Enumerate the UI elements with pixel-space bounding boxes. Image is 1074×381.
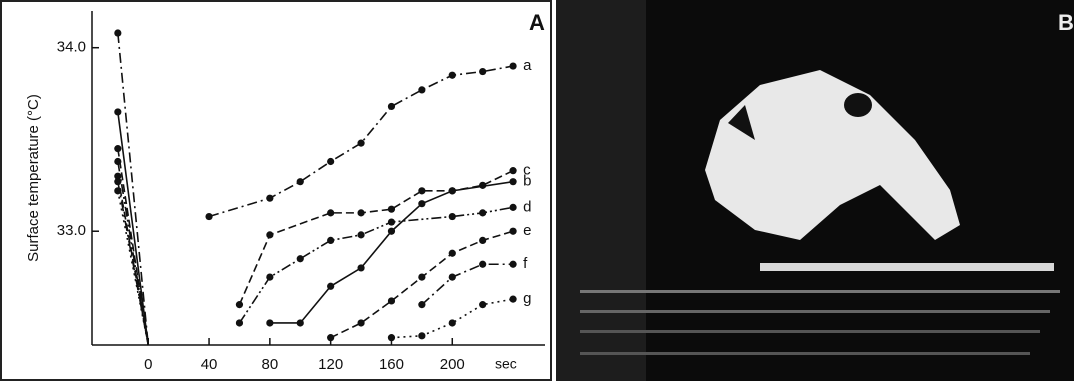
data-point <box>266 195 273 202</box>
panel-label: B <box>1058 10 1074 35</box>
data-point <box>509 296 516 303</box>
data-point <box>509 178 516 185</box>
data-point <box>327 334 334 341</box>
data-point <box>418 332 425 339</box>
y-tick-label: 34.0 <box>57 39 86 56</box>
data-point <box>449 187 456 194</box>
x-tick-label: 0 <box>144 356 152 373</box>
data-point <box>357 231 364 238</box>
data-point <box>327 209 334 216</box>
data-point <box>479 209 486 216</box>
x-tick-label: 40 <box>201 356 218 373</box>
series-label: e <box>523 222 531 239</box>
series-label: a <box>523 57 532 74</box>
bright-streak <box>760 263 1054 271</box>
left-strip <box>556 0 646 381</box>
series-label: d <box>523 198 531 215</box>
data-point <box>266 319 273 326</box>
data-point <box>297 319 304 326</box>
data-point <box>509 261 516 268</box>
data-point <box>357 264 364 271</box>
figure: A B Surface temperature (°C) 33.0 34.0 0 40… <box>0 0 1074 381</box>
data-point <box>388 228 395 235</box>
blob-hole <box>844 93 872 117</box>
streak <box>580 330 1040 333</box>
panel-label: A <box>529 10 545 35</box>
series-label: g <box>523 290 531 307</box>
data-point <box>297 178 304 185</box>
data-point <box>114 108 121 115</box>
series-label: b <box>523 173 531 190</box>
data-point <box>388 103 395 110</box>
data-point <box>388 218 395 225</box>
x-tick-label: 80 <box>262 356 279 373</box>
data-point <box>449 213 456 220</box>
data-point <box>114 187 121 194</box>
data-point <box>449 72 456 79</box>
data-point <box>297 255 304 262</box>
data-point <box>266 231 273 238</box>
data-point <box>236 301 243 308</box>
data-point <box>388 334 395 341</box>
data-point <box>266 273 273 280</box>
x-tick-label: 160 <box>379 356 404 373</box>
data-point <box>114 178 121 185</box>
data-point <box>479 261 486 268</box>
data-point <box>236 319 243 326</box>
data-point <box>509 228 516 235</box>
data-point <box>509 204 516 211</box>
data-point <box>327 283 334 290</box>
data-point <box>479 301 486 308</box>
panel-b-image <box>556 0 1074 381</box>
data-point <box>479 237 486 244</box>
y-axis-label: Surface temperature (°C) <box>25 94 42 262</box>
data-point <box>205 213 212 220</box>
data-point <box>388 206 395 213</box>
data-point <box>357 209 364 216</box>
data-point <box>114 158 121 165</box>
y-tick-label: 33.0 <box>57 222 86 239</box>
data-point <box>418 86 425 93</box>
x-tick-label: 200 <box>440 356 465 373</box>
data-point <box>509 167 516 174</box>
x-tick-label: 120 <box>318 356 343 373</box>
data-point <box>449 319 456 326</box>
data-point <box>509 62 516 69</box>
data-point <box>327 158 334 165</box>
data-point <box>418 273 425 280</box>
data-point <box>418 301 425 308</box>
data-point <box>357 319 364 326</box>
data-point <box>418 200 425 207</box>
data-point <box>388 297 395 304</box>
data-point <box>479 68 486 75</box>
x-axis-unit: sec <box>495 356 517 372</box>
data-point <box>449 273 456 280</box>
streak <box>580 310 1050 313</box>
streak <box>580 290 1060 293</box>
streak <box>580 352 1030 355</box>
data-point <box>327 237 334 244</box>
data-point <box>114 29 121 36</box>
data-point <box>449 250 456 257</box>
data-point <box>114 145 121 152</box>
data-point <box>357 140 364 147</box>
data-point <box>418 187 425 194</box>
